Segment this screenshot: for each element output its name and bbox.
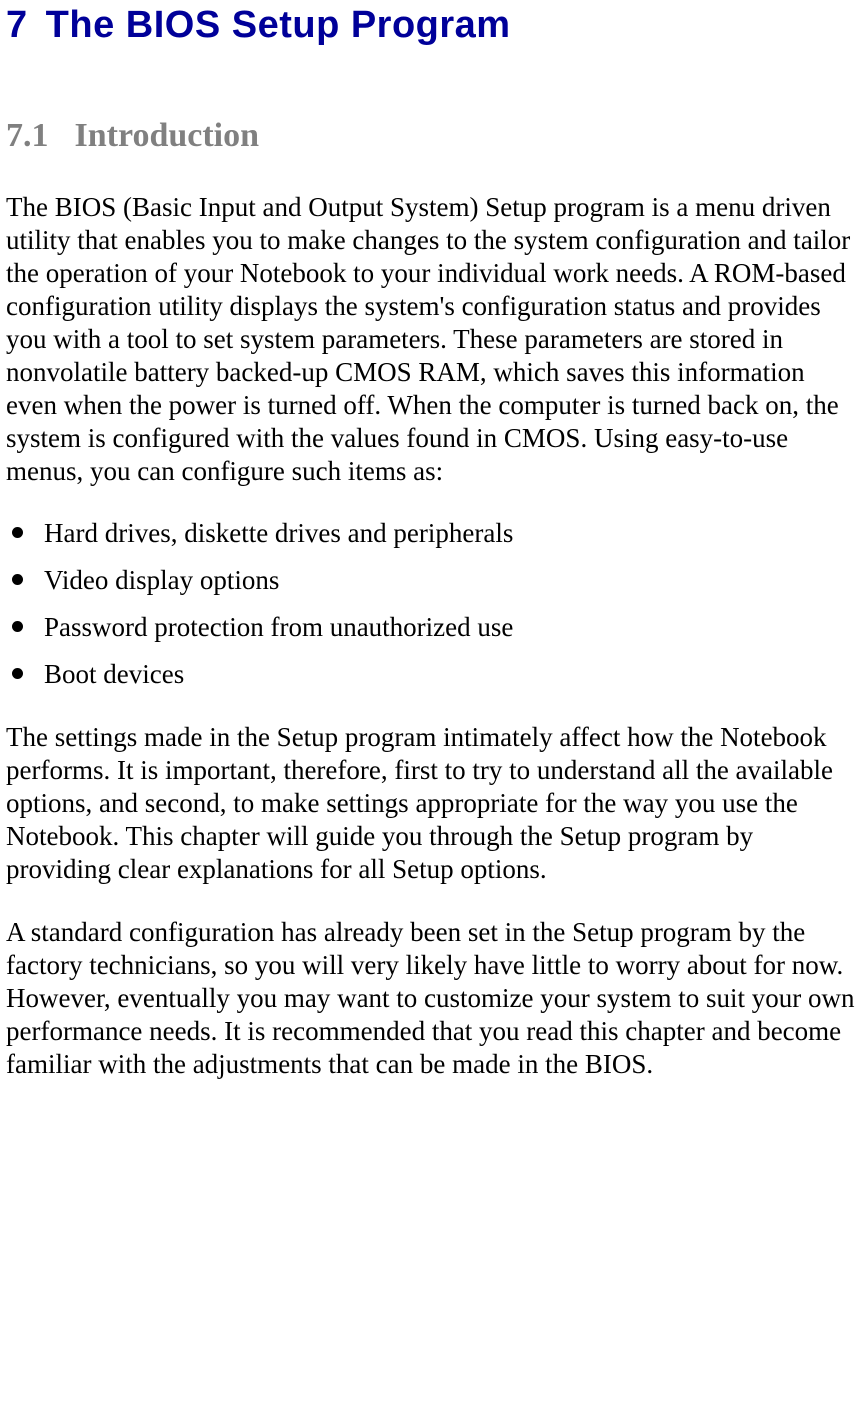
bullet-list: Hard drives, diskette drives and periphe… [6, 517, 860, 691]
paragraph-standard-config: A standard configuration has already bee… [6, 916, 860, 1081]
paragraph-intro: The BIOS (Basic Input and Output System)… [6, 191, 860, 487]
list-item: Boot devices [6, 658, 860, 691]
chapter-title: The BIOS Setup Program [46, 4, 511, 46]
section-title: Introduction [75, 117, 260, 154]
list-item: Video display options [6, 564, 860, 597]
chapter-number: 7 [6, 4, 28, 47]
paragraph-settings: The settings made in the Setup program i… [6, 721, 860, 886]
document-page: 7The BIOS Setup Program 7.1Introduction … [0, 4, 866, 1151]
section-heading: 7.1 Introduction [6, 117, 860, 155]
list-item: Hard drives, diskette drives and periphe… [6, 517, 860, 550]
section-number: 7.1 [6, 117, 49, 155]
list-item: Password protection from unauthorized us… [6, 611, 860, 644]
chapter-heading: 7 The BIOS Setup Program [6, 4, 860, 47]
